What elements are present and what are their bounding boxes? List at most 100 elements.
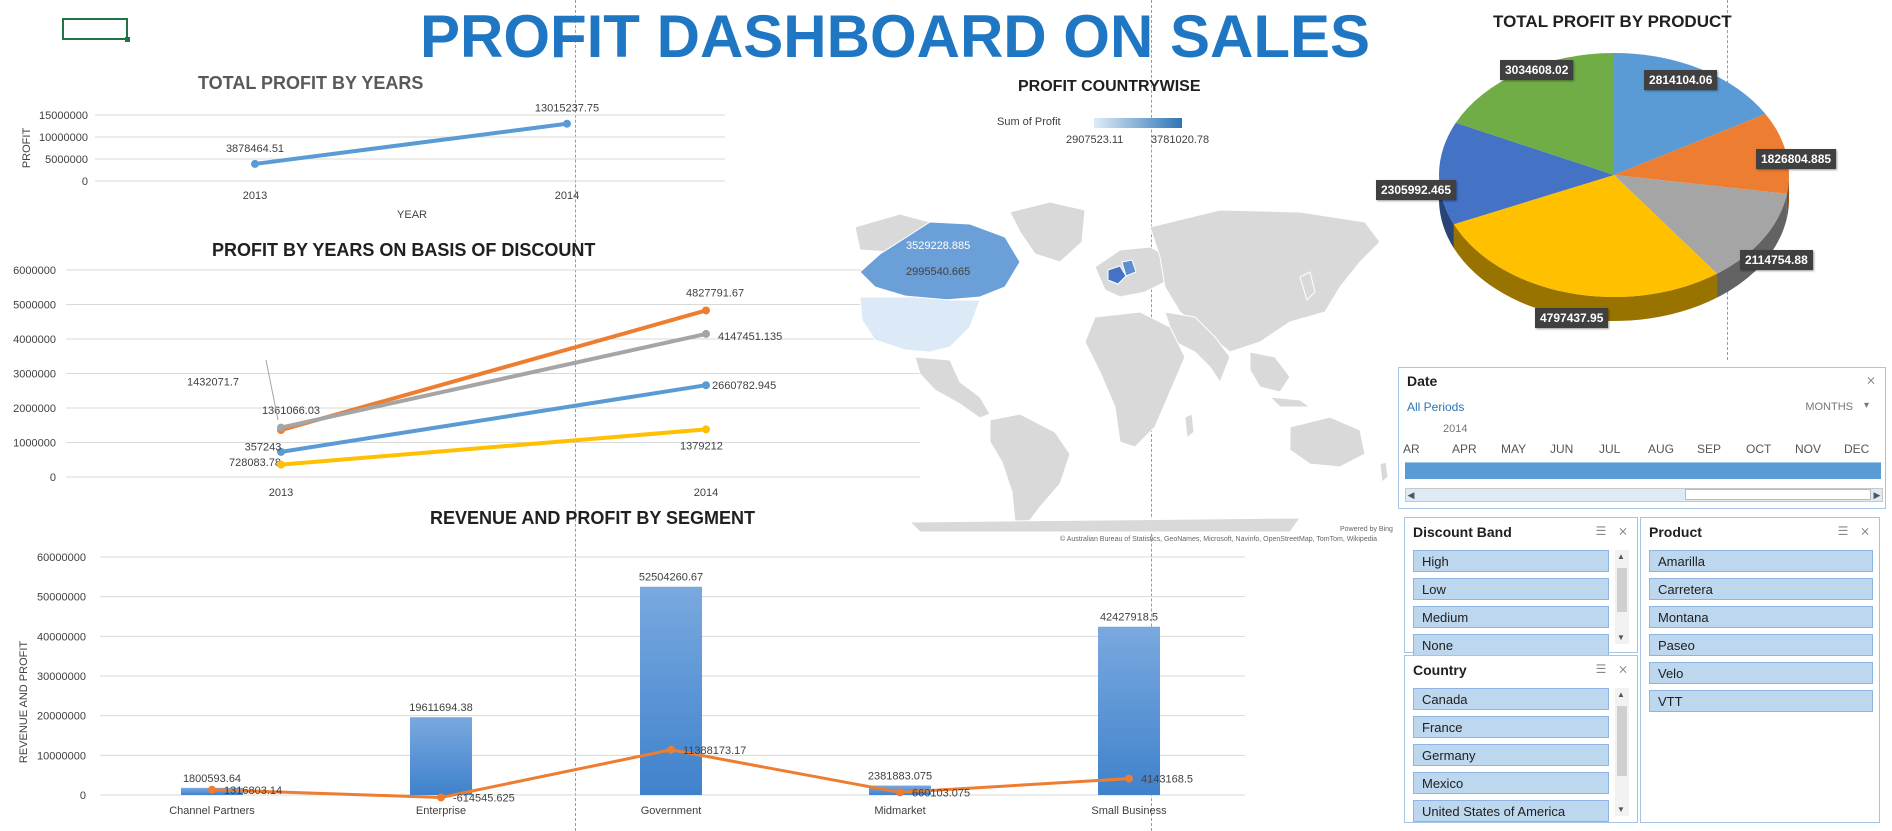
leader-line (265, 359, 279, 421)
timeline-month[interactable]: APR (1452, 442, 1477, 456)
data-point (277, 423, 285, 432)
pie-label: 2814104.06 (1644, 70, 1718, 90)
chart-title: PROFIT BY YEARS ON BASIS OF DISCOUNT (212, 240, 596, 260)
map-legend-label: Sum of Profit (997, 116, 1061, 128)
timeline-year: 2014 (1443, 423, 1468, 435)
x-tick-label: 2013 (269, 487, 293, 499)
pie-slice-side (1716, 193, 1787, 298)
slicer-item[interactable]: Carretera (1649, 578, 1873, 600)
slicer-item[interactable]: Medium (1413, 606, 1609, 628)
scroll-up-icon[interactable]: ▲ (1617, 552, 1625, 561)
multi-select-icon[interactable]: ☰ (1595, 662, 1607, 676)
slicer-item[interactable]: Mexico (1413, 772, 1609, 794)
scroll-thumb[interactable] (1617, 568, 1627, 612)
time-level-select[interactable]: MONTHS (1805, 401, 1853, 413)
page-break-line (575, 0, 576, 831)
data-label: 13015237.75 (535, 103, 599, 115)
scroll-right-icon[interactable]: ▶ (1873, 490, 1881, 500)
data-label: 2660782.945 (712, 380, 776, 392)
chevron-down-icon[interactable]: ▾ (1863, 400, 1869, 411)
clear-filter-icon[interactable]: ⨯ (1859, 524, 1871, 538)
timeline-month[interactable]: JUN (1550, 442, 1574, 456)
y-tick-label: 3000000 (13, 369, 56, 381)
product-pie-chart[interactable]: TOTAL PROFIT BY PRODUCT 3034608.02 28141… (1360, 0, 1870, 360)
profit-by-years-chart[interactable]: TOTAL PROFIT BY YEARS 15000000 10000000 50… (0, 60, 740, 230)
country-slicer-title: Country (1413, 662, 1467, 678)
country-slicer[interactable]: Country ☰ ⨯ Canada France Germany Mexico Uni… (1404, 655, 1638, 823)
discount-line-chart: 6000000 5000000 4000000 3000000 2000000 10000… (13, 265, 920, 499)
slicer-item[interactable]: United States of America (1413, 800, 1609, 822)
timeline-month[interactable]: MAY (1501, 442, 1527, 456)
profit-point (1125, 774, 1133, 783)
timeline-month[interactable]: OCT (1746, 442, 1772, 456)
profit-label: 4143168.5 (1141, 774, 1193, 786)
timeline-month[interactable]: NOV (1795, 442, 1822, 456)
slicer-item[interactable]: Amarilla (1649, 550, 1873, 572)
slicer-item[interactable]: Velo (1649, 662, 1873, 684)
bar-label: 1800593.64 (183, 773, 241, 785)
y-tick-label: 6000000 (13, 265, 56, 277)
timeline-months: AR APR MAY JUN JUL AUG SEP OCT NOV DEC (1403, 442, 1881, 458)
slicer-item[interactable]: Montana (1649, 606, 1873, 628)
slicer-item[interactable]: High (1413, 550, 1609, 572)
map-label-usa: 2995540.665 (906, 266, 971, 278)
country-map[interactable]: PROFIT COUNTRYWISE Sum of Profit 2907523… (820, 72, 1400, 552)
series-line (279, 331, 708, 430)
profit-label: 660103.075 (912, 787, 970, 799)
map-region-canada (859, 221, 1021, 301)
map-region-france (1107, 265, 1127, 285)
pie-slice-side (1786, 175, 1789, 218)
slicer-item[interactable]: France (1413, 716, 1609, 738)
multi-select-icon[interactable]: ☰ (1837, 524, 1849, 538)
timeline-month[interactable]: SEP (1697, 442, 1722, 456)
pie-slice (1455, 53, 1614, 175)
scroll-down-icon[interactable]: ▼ (1617, 805, 1625, 814)
clear-filter-icon[interactable]: ⨯ (1617, 662, 1629, 676)
profit-label: 11388173.17 (683, 745, 746, 757)
slicer-item[interactable]: Paseo (1649, 634, 1873, 656)
world-map (854, 201, 1389, 532)
x-tick-label: 2013 (243, 190, 267, 202)
timeline-month[interactable]: JUL (1599, 442, 1621, 456)
multi-select-icon[interactable]: ☰ (1595, 524, 1607, 538)
data-label: 4827791.67 (686, 287, 744, 299)
y-tick-label: 40000000 (37, 631, 86, 643)
scroll-down-icon[interactable]: ▼ (1617, 633, 1625, 642)
timeline-month[interactable]: AR (1403, 442, 1420, 456)
y-axis-label: PROFIT (21, 128, 33, 169)
slicer-scrollbar[interactable]: ▲ ▼ (1615, 550, 1629, 644)
profit-label: 1316803.14 (224, 785, 282, 797)
timeline-month[interactable]: AUG (1648, 442, 1675, 456)
slicer-item[interactable]: None (1413, 634, 1609, 656)
scroll-thumb[interactable] (1617, 706, 1627, 776)
all-periods: All Periods (1407, 400, 1465, 414)
scroll-up-icon[interactable]: ▲ (1617, 690, 1625, 699)
scroll-left-icon[interactable]: ◀ (1407, 490, 1415, 500)
x-tick-label: Small Business (1091, 805, 1167, 817)
slicer-item[interactable]: VTT (1649, 690, 1873, 712)
x-axis-label: YEAR (397, 209, 427, 221)
slicer-scrollbar[interactable]: ▲ ▼ (1615, 688, 1629, 816)
series-line (279, 427, 708, 467)
timeline-month[interactable]: DEC (1844, 442, 1870, 456)
segment-chart[interactable]: REVENUE AND PROFIT BY SEGMENT 60000000 50… (0, 502, 1250, 831)
clear-filter-icon[interactable]: ⨯ (1865, 373, 1877, 387)
data-point (277, 460, 285, 469)
timeline-scrollbar[interactable]: ◀ ▶ (1405, 488, 1883, 502)
selected-cell[interactable] (62, 18, 130, 42)
timeline-selection-bar[interactable] (1405, 462, 1881, 479)
slicer-item[interactable]: Low (1413, 578, 1609, 600)
x-tick-label: Enterprise (416, 805, 466, 817)
product-slicer[interactable]: Product ☰ ⨯ Amarilla Carretera Montana Pase… (1640, 517, 1880, 823)
clear-filter-icon[interactable]: ⨯ (1617, 524, 1629, 538)
y-tick-label: 15000000 (39, 110, 88, 122)
bar-label: 52504260.67 (639, 572, 703, 584)
date-timeline-slicer[interactable]: Date ⨯ All Periods MONTHS ▾ 2014 AR APR MA… (1398, 367, 1886, 509)
scroll-thumb[interactable] (1685, 489, 1871, 500)
discount-band-slicer[interactable]: Discount Band ☰ ⨯ High Low Medium None ▲ ▼ (1404, 517, 1638, 656)
discount-chart[interactable]: PROFIT BY YEARS ON BASIS OF DISCOUNT 600… (0, 234, 930, 502)
slicer-item[interactable]: Canada (1413, 688, 1609, 710)
pie-slice (1614, 113, 1789, 194)
slicer-item[interactable]: Germany (1413, 744, 1609, 766)
x-tick-label: 2014 (694, 487, 718, 499)
